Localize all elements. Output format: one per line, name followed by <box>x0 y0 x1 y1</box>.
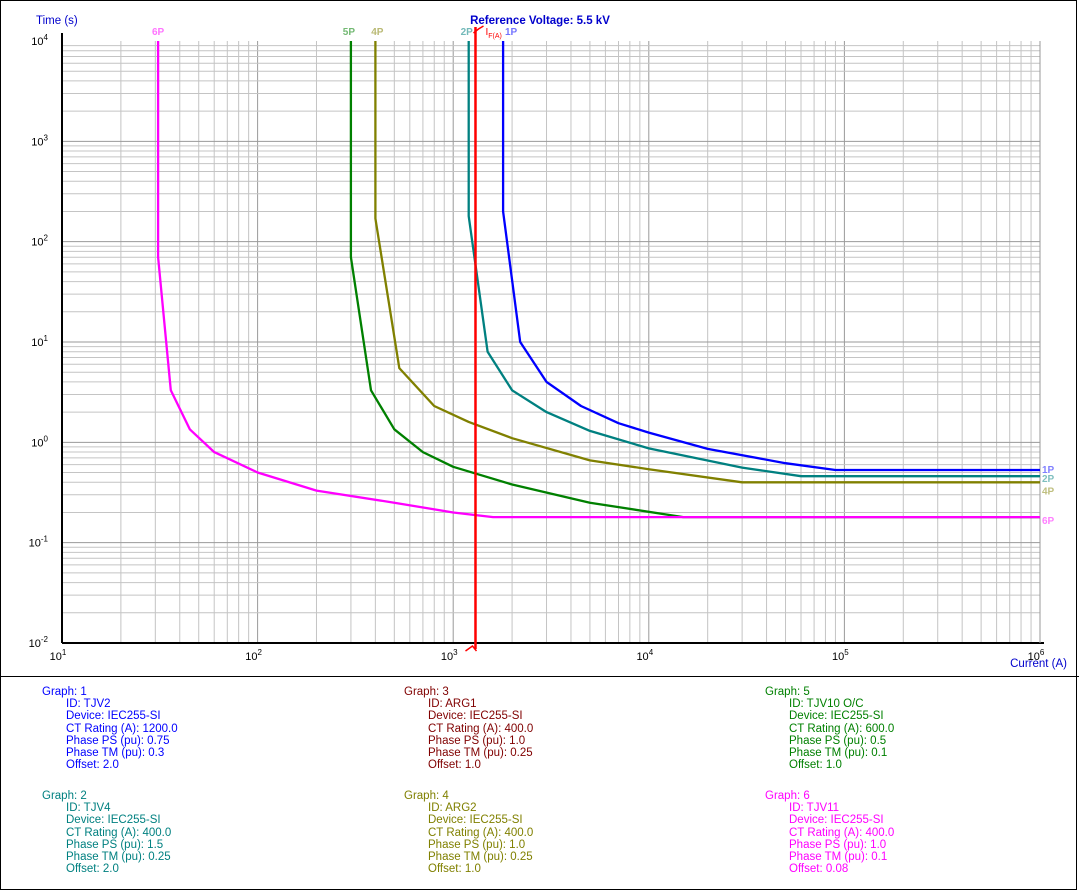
y-tick-label: 100 <box>31 434 48 449</box>
curve-end-label: 1P <box>1042 465 1055 476</box>
graph-detail-line: Phase TM (pu): 0.25 <box>428 851 533 864</box>
graph-title: Graph: 5 <box>765 686 810 698</box>
graph-detail-line: Device: IEC255-SI <box>428 710 523 723</box>
graph-detail-line: Phase TM (pu): 0.3 <box>66 747 165 760</box>
fault-line-label: IF(A) <box>485 27 501 40</box>
graph-info-5: Graph: 5 ID: TJV10 O/C Device: IEC255-SI CT… <box>765 686 894 771</box>
graph-title: Graph: 1 <box>42 686 87 698</box>
curve-1p <box>501 41 1040 472</box>
graph-detail-line: Offset: 1.0 <box>789 759 842 772</box>
graph-detail-line: Device: IEC255-SI <box>789 814 884 827</box>
graph-detail-line: ID: TJV4 <box>66 802 111 815</box>
y-tick-label: 10-2 <box>29 635 49 650</box>
graph-detail-line: Phase PS (pu): 1.0 <box>428 838 526 851</box>
y-tick-label: 104 <box>31 33 48 48</box>
graph-detail-line: Phase PS (pu): 0.5 <box>789 734 887 747</box>
graph-detail-line: Device: IEC255-SI <box>66 814 161 827</box>
graph-title: Graph: 6 <box>765 790 810 802</box>
graph-detail-line: ID: ARG2 <box>428 802 477 815</box>
graph-detail-line: Phase PS (pu): 1.0 <box>789 838 887 851</box>
graph-detail-line: Phase PS (pu): 1.5 <box>66 838 164 851</box>
x-tick-label: 104 <box>636 648 653 663</box>
graph-detail-line: CT Rating (A): 400.0 <box>428 826 534 839</box>
graph-title: Graph: 4 <box>404 790 449 802</box>
legend-divider <box>0 676 1079 677</box>
curve-top-label: 1P <box>505 27 518 38</box>
graph-detail-line: CT Rating (A): 1200.0 <box>66 722 178 735</box>
graph-detail-line: ID: TJV11 <box>789 802 840 815</box>
fault-marker-bottom <box>465 644 478 652</box>
y-tick-label: 10-1 <box>29 535 49 550</box>
graph-detail-line: Offset: 0.08 <box>789 863 849 876</box>
curve-top-label: 5P <box>343 27 356 38</box>
graph-detail-line: Offset: 1.0 <box>428 863 481 876</box>
curve-end-label: 2P <box>1042 474 1055 485</box>
graph-detail-line: CT Rating (A): 400.0 <box>428 722 534 735</box>
curve-end-label: 6P <box>1042 516 1055 527</box>
curve-2p <box>467 41 1040 478</box>
graph-detail-line: Device: IEC255-SI <box>66 710 161 723</box>
x-tick-label: 102 <box>245 648 262 663</box>
curve-end-label: 4P <box>1042 486 1055 497</box>
y-axis-label: Time (s) <box>36 15 78 27</box>
graph-detail-line: Phase PS (pu): 0.75 <box>66 734 170 747</box>
curve-top-label: 2P <box>461 27 474 38</box>
graph-info-2: Graph: 2 ID: TJV4 Device: IEC255-SI CT Rati… <box>42 790 171 875</box>
fault-marker-top <box>473 25 484 34</box>
x-axis-label: Current (A) <box>1010 658 1067 670</box>
curve-top-label: 6P <box>152 27 165 38</box>
graph-detail-line: CT Rating (A): 400.0 <box>789 826 895 839</box>
graph-detail-line: Offset: 2.0 <box>66 863 119 876</box>
graph-title: Graph: 2 <box>42 790 87 802</box>
graph-info-4: Graph: 4 ID: ARG2 Device: IEC255-SI CT Rati… <box>404 790 533 875</box>
graph-detail-line: Device: IEC255-SI <box>428 814 523 827</box>
graph-detail-line: ID: TJV2 <box>66 698 111 711</box>
graph-detail-line: Phase TM (pu): 0.25 <box>66 851 171 864</box>
graph-info-3: Graph: 3 ID: ARG1 Device: IEC255-SI CT Rati… <box>404 686 533 771</box>
graph-info-6: Graph: 6 ID: TJV11 Device: IEC255-SI CT Rat… <box>765 790 894 875</box>
graph-detail-line: Offset: 1.0 <box>428 759 481 772</box>
x-tick-label: 105 <box>832 648 849 663</box>
graph-info-1: Graph: 1 ID: TJV2 Device: IEC255-SI CT Rati… <box>42 686 178 771</box>
graph-detail-line: Phase TM (pu): 0.1 <box>789 851 888 864</box>
graph-detail-line: ID: TJV10 O/C <box>789 698 864 711</box>
graph-detail-line: Phase TM (pu): 0.25 <box>428 747 533 760</box>
y-tick-label: 102 <box>31 234 48 249</box>
x-tick-label: 101 <box>50 648 67 663</box>
y-tick-label: 103 <box>31 133 48 148</box>
graph-detail-line: Device: IEC255-SI <box>789 710 884 723</box>
y-tick-label: 101 <box>31 334 48 349</box>
curve-4p <box>374 41 1040 484</box>
graph-detail-line: CT Rating (A): 600.0 <box>789 722 895 735</box>
graph-detail-line: CT Rating (A): 400.0 <box>66 826 172 839</box>
grid <box>61 41 1040 644</box>
curve-5p <box>349 41 1040 519</box>
curve-top-label: 4P <box>371 27 384 38</box>
graph-detail-line: Offset: 2.0 <box>66 759 119 772</box>
graph-detail-line: ID: ARG1 <box>428 698 477 711</box>
x-tick-label: 103 <box>441 648 458 663</box>
graph-detail-line: Phase PS (pu): 1.0 <box>428 734 526 747</box>
graph-detail-line: Phase TM (pu): 0.1 <box>789 747 888 760</box>
curve-6p <box>156 41 1040 519</box>
graph-title: Graph: 3 <box>404 686 449 698</box>
chart-title: Reference Voltage: 5.5 kV <box>470 15 610 27</box>
